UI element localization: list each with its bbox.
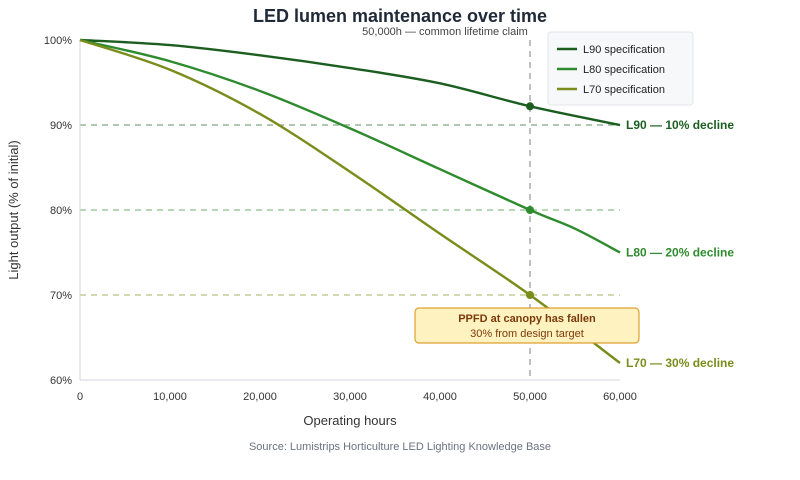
end-label-l90: L90 — 10% decline [626, 118, 734, 132]
data-point-marker [526, 206, 534, 214]
x-tick-label: 0 [77, 391, 83, 403]
legend-box [547, 31, 694, 106]
end-label-l70: L70 — 30% decline [626, 356, 734, 370]
x-tick-label: 10,000 [153, 391, 187, 403]
series-line-l80 [79, 38, 621, 254]
end-labels: L90 — 10% decline L80 — 20% decline L70 — … [626, 118, 734, 370]
x-tick-label: 20,000 [243, 391, 277, 403]
legend-label: L90 specification [583, 44, 665, 56]
x-axis-label: Operating hours [303, 413, 397, 428]
lifetime-claim-label: 50,000h — common lifetime claim [362, 26, 528, 38]
y-tick-label: 80% [50, 205, 72, 217]
legend: L90 specification L80 specification L70 sp… [547, 31, 694, 106]
legend-label: L80 specification [583, 64, 665, 76]
y-tick-label: 60% [50, 375, 72, 387]
markers [526, 102, 534, 299]
data-point-marker [526, 291, 534, 299]
y-tick-label: 70% [50, 290, 72, 302]
annotation-subtitle: 30% from design target [470, 328, 584, 340]
annotation-box [414, 307, 640, 344]
end-label-l80: L80 — 20% decline [626, 246, 734, 260]
data-point-marker [526, 102, 534, 111]
series-line-l90 [79, 38, 621, 127]
source-note: Source: Lumistrips Horticulture LED Ligh… [249, 441, 551, 453]
axes: 0 10,000 20,000 30,000 40,000 50,000 60,000 60%… [44, 35, 637, 403]
x-tick-label: 50,000 [513, 391, 547, 403]
y-tick-label: 90% [50, 120, 72, 132]
legend-label: L70 specification [583, 84, 665, 96]
annotation-title: PPFD at canopy has fallen [458, 313, 596, 325]
x-tick-label: 30,000 [333, 391, 367, 403]
annotation: PPFD at canopy has fallen 30% from desig… [414, 307, 640, 344]
x-tick-label: 40,000 [423, 391, 457, 403]
chart-title: LED lumen maintenance over time [253, 6, 547, 26]
y-tick-label: 100% [44, 35, 72, 47]
x-tick-label: 60,000 [603, 391, 637, 403]
y-axis-label: Light output (% of initial) [6, 140, 21, 279]
